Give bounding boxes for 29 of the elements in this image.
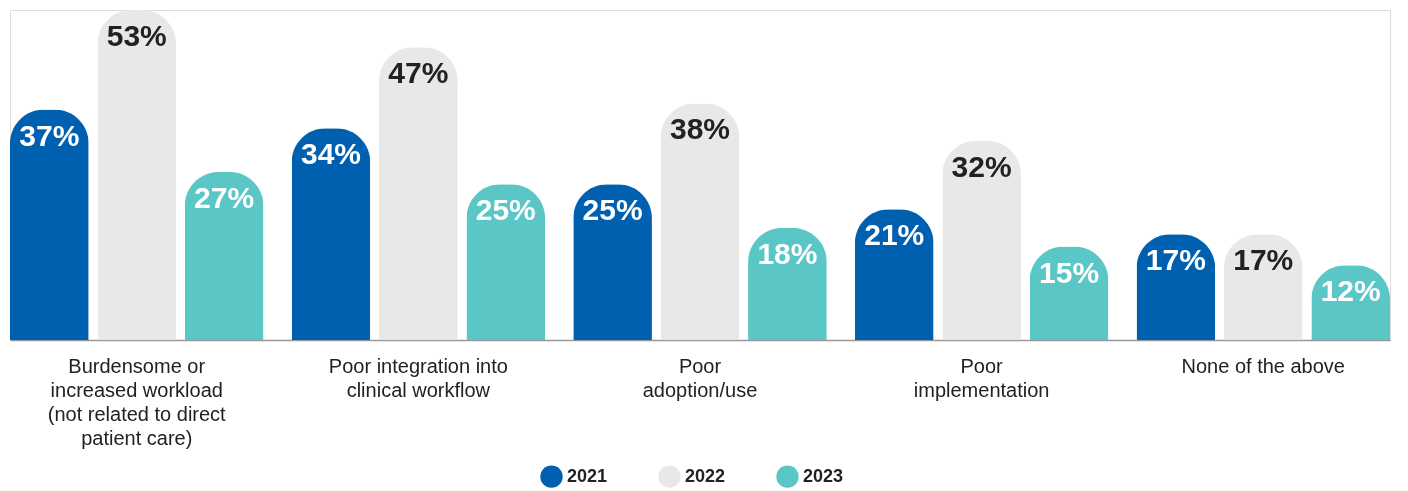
bar xyxy=(184,171,264,340)
data-label: 18% xyxy=(757,236,818,270)
x-tick-label: Poor integration into clinical workflow xyxy=(328,354,508,401)
data-label: 34% xyxy=(300,137,361,171)
x-tick-label: Poor adoption/use xyxy=(642,354,758,401)
x-tick-label: Burdensome or increased workload (not related to direct patient care) xyxy=(47,354,227,449)
legend-label: 2023 xyxy=(803,465,844,486)
data-label: 17% xyxy=(1145,243,1206,277)
x-tick-label: Poor implementation xyxy=(913,354,1050,401)
data-label: 47% xyxy=(388,56,449,90)
legend-label: 2021 xyxy=(567,465,608,486)
data-label: 27% xyxy=(194,180,255,214)
data-label: 25% xyxy=(475,193,536,227)
data-label: 25% xyxy=(582,193,643,227)
x-tick-label: None of the above xyxy=(1181,354,1345,377)
bar xyxy=(942,140,1021,340)
data-label: 53% xyxy=(106,19,167,52)
bar xyxy=(379,47,458,340)
bar xyxy=(660,103,740,340)
legend-label: 2022 xyxy=(685,465,726,486)
data-label: 37% xyxy=(19,118,80,152)
bar xyxy=(10,109,89,340)
data-label: 15% xyxy=(1039,255,1100,289)
data-label: 21% xyxy=(864,218,925,252)
bar xyxy=(291,128,371,340)
data-label: 32% xyxy=(951,149,1012,183)
data-label: 12% xyxy=(1320,274,1381,308)
data-label: 17% xyxy=(1233,243,1294,277)
data-label: 38% xyxy=(669,112,731,146)
